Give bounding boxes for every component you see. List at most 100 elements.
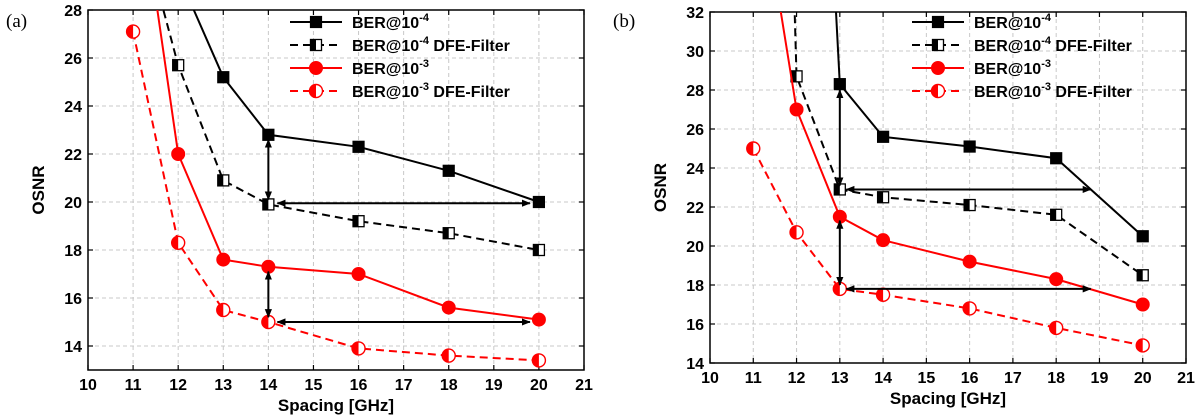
data-point (1048, 320, 1064, 336)
x-axis-title: Spacing [GHz] (890, 389, 1006, 408)
data-point (963, 140, 976, 153)
series-line (752, 148, 1143, 347)
series-line (192, 10, 540, 203)
panel-label-a: (a) (6, 11, 27, 32)
legend-entry: BER@10-4 DFE-Filter (352, 35, 510, 55)
data-point (931, 38, 945, 52)
legend-entry: BER@10-3 (974, 58, 1051, 78)
x-axis-title: Spacing [GHz] (278, 396, 394, 415)
x-tick-label: 20 (1134, 370, 1152, 387)
data-point (442, 164, 455, 177)
data-point (441, 348, 456, 363)
data-point (261, 259, 276, 274)
y-tick-label: 32 (686, 5, 704, 22)
legend-entry: BER@10-3 DFE-Filter (974, 81, 1132, 101)
y-tick-label: 22 (686, 200, 704, 217)
data-point (876, 191, 890, 204)
data-point (262, 128, 275, 141)
data-point (531, 312, 546, 327)
data-point (217, 174, 230, 187)
data-point (441, 300, 456, 315)
x-tick-label: 11 (125, 377, 142, 394)
y-tick-label: 24 (64, 99, 82, 116)
y-tick-label: 20 (64, 195, 82, 212)
data-point (309, 38, 323, 52)
data-point (351, 267, 366, 281)
data-point (1135, 297, 1150, 312)
y-tick-label: 24 (686, 161, 704, 178)
legend: BER@10-4 BER@10-4 DFE-Filter BER@10-3 BER@1… (912, 12, 1132, 101)
data-point (309, 61, 323, 75)
x-tick-label: 15 (305, 377, 323, 394)
y-tick-label: 22 (64, 147, 82, 164)
data-point (930, 83, 946, 99)
x-tick-label: 16 (350, 377, 368, 394)
x-tick-label: 10 (79, 377, 97, 394)
x-tick-label: 21 (1177, 370, 1195, 387)
y-axis-title: OSNR (651, 163, 670, 212)
data-point (833, 183, 846, 196)
data-point (1050, 152, 1063, 165)
x-tick-label: 13 (831, 370, 849, 387)
data-point (833, 78, 846, 91)
data-point (262, 198, 275, 211)
legend-entry: BER@10-4 (352, 12, 430, 32)
data-point (1136, 269, 1149, 282)
x-tick-label: 21 (575, 377, 593, 394)
y-tick-label: 18 (686, 278, 704, 295)
data-point (962, 254, 977, 269)
plot-frame (709, 11, 1187, 364)
data-point (352, 215, 365, 228)
data-point (1050, 208, 1063, 221)
data-point (876, 233, 891, 248)
y-tick-label: 16 (64, 291, 82, 308)
legend: BER@10-4 BER@10-4 DFE-Filter BER@10-3 BER@1… (290, 12, 510, 101)
data-point (352, 140, 365, 153)
data-point (172, 59, 185, 72)
x-tick-label: 19 (485, 377, 503, 394)
data-point (876, 130, 890, 143)
chart-panel-b: 10 11 12 13 14 15 16 17 18 19 20 21 14 16 18 20 22 24 26 28… (651, 5, 1195, 408)
y-tick-label: 14 (64, 339, 82, 356)
data-point (746, 141, 761, 156)
y-tick-label: 28 (686, 83, 704, 100)
data-point (217, 71, 230, 84)
data-point (170, 235, 186, 251)
panel-label-b: (b) (613, 11, 635, 32)
series-line (835, 12, 1144, 237)
legend-entry: BER@10-4 (974, 12, 1052, 32)
data-point (351, 341, 366, 356)
y-tick-label: 14 (686, 356, 704, 373)
data-point (531, 353, 547, 368)
plot-frame (87, 9, 585, 371)
x-tick-label: 13 (214, 377, 232, 394)
data-point (963, 198, 976, 212)
data-point (931, 15, 945, 29)
data-point (789, 225, 804, 240)
y-tick-label: 26 (64, 51, 82, 68)
data-point (261, 314, 276, 330)
data-point (308, 83, 324, 99)
data-point (125, 24, 141, 39)
x-tick-label: 17 (1004, 370, 1022, 387)
legend-entry: BER@10-3 (352, 58, 429, 78)
data-point (1049, 272, 1064, 287)
x-tick-label: 19 (1091, 370, 1109, 387)
legend-entry: BER@10-3 DFE-Filter (352, 81, 510, 101)
legend-entry: BER@10-4 DFE-Filter (974, 35, 1132, 55)
data-point (931, 61, 945, 75)
x-tick-label: 18 (1047, 370, 1065, 387)
x-tick-label: 14 (259, 377, 277, 394)
chart-panel-a: 10 11 12 13 14 15 16 17 18 19 20 21 14 16 18 20 22 24 26 28… (29, 3, 593, 415)
plot-area (125, 10, 547, 368)
data-point (171, 147, 186, 161)
y-tick-label: 16 (686, 317, 704, 334)
x-tick-label: 16 (961, 370, 979, 387)
x-tick-label: 20 (530, 377, 548, 394)
data-point (875, 287, 891, 302)
y-tick-label: 20 (686, 239, 704, 256)
data-point (532, 243, 546, 257)
y-tick-label: 28 (64, 3, 82, 20)
data-point (1135, 338, 1150, 353)
